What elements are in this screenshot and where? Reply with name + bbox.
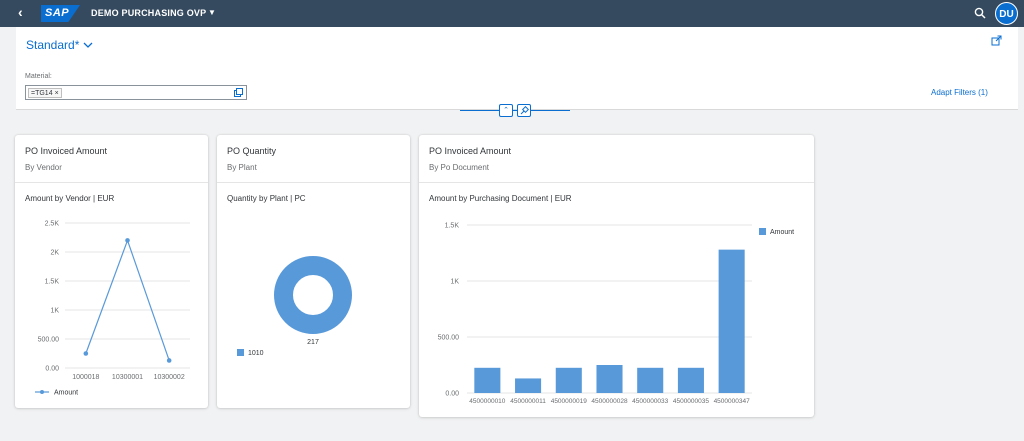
card-invoiced-by-po-document[interactable]: PO Invoiced Amount By Po Document Amount…: [419, 135, 814, 417]
x-tick-label: 4500000035: [673, 398, 710, 405]
material-token-text: =TG14: [31, 90, 53, 97]
user-avatar[interactable]: DU: [995, 2, 1018, 25]
chart-title: Amount by Vendor | EUR: [25, 194, 115, 203]
x-tick-label: 4500000033: [632, 398, 669, 405]
collapse-header-button[interactable]: ⌃: [499, 104, 513, 117]
caret-down-icon[interactable]: ▼: [208, 8, 216, 17]
material-label: Material:: [25, 73, 52, 80]
x-tick-label: 1000018: [72, 374, 99, 381]
material-input[interactable]: =TG14 ×: [25, 85, 247, 100]
y-tick-label: 1K: [50, 308, 59, 315]
x-tick-label: 4500000019: [551, 398, 588, 405]
card-subtitle: By Po Document: [429, 163, 490, 172]
legend-swatch: [237, 349, 244, 356]
x-tick-label: 10300002: [154, 374, 185, 381]
bar-4500000028: [596, 365, 623, 393]
y-tick-label: 500.00: [38, 337, 60, 344]
card-divider: [419, 182, 814, 183]
donut-slice: [274, 256, 352, 334]
card-title: PO Invoiced Amount: [25, 146, 108, 156]
bar-4500000019: [555, 367, 582, 393]
back-icon[interactable]: ‹: [18, 4, 23, 20]
legend-point-marker: [40, 390, 44, 394]
bar-4500000347: [718, 249, 745, 393]
y-tick-label: 500.00: [438, 335, 460, 342]
shell-bar: ‹ SAP DEMO PURCHASING OVP ▼ DU: [0, 0, 1024, 27]
y-tick-label: 1.5K: [45, 279, 60, 286]
card-invoiced-by-vendor[interactable]: PO Invoiced Amount By Vendor Amount by V…: [15, 135, 208, 408]
x-tick-label: 4500000011: [510, 398, 546, 405]
card-title: PO Quantity: [227, 146, 277, 156]
chevron-down-icon[interactable]: [82, 39, 94, 51]
series-line-amount: [85, 238, 170, 361]
y-tick-label: 1K: [450, 279, 459, 286]
card-po-quantity[interactable]: PO Quantity By Plant Quantity by Plant |…: [217, 135, 410, 408]
y-tick-label: 1.5K: [445, 223, 460, 230]
card-divider: [217, 182, 410, 183]
data-point: [83, 351, 89, 356]
donut-chart: 217 1010: [237, 256, 352, 357]
bar-chart: 0.00 500.00 1K 1.5K 4500000010 4500000011 4500…: [438, 223, 795, 406]
filter-bar: Standard* Material: =TG14 × Adapt Filters…: [16, 27, 1018, 110]
variant-name[interactable]: Standard*: [26, 38, 80, 52]
pin-icon: [520, 105, 530, 115]
pin-header-button[interactable]: [517, 104, 531, 117]
share-icon[interactable]: [991, 35, 1002, 46]
token-remove-icon[interactable]: ×: [54, 90, 59, 97]
y-tick-label: 0.00: [445, 391, 459, 398]
bar-4500000010: [474, 367, 501, 393]
y-tick-label: 0.00: [45, 366, 59, 373]
bar-4500000033: [637, 367, 664, 393]
line-chart: 0.00 500.00 1K 1.5K 2K 2.5K 1000018 10300001 103…: [35, 221, 190, 397]
x-tick-label: 4500000010: [469, 398, 506, 405]
card-subtitle: By Plant: [227, 163, 257, 172]
card-subtitle: By Vendor: [25, 163, 62, 172]
data-label: 217: [307, 339, 319, 346]
adapt-filters-link[interactable]: Adapt Filters (1): [931, 88, 988, 97]
y-tick-label: 2K: [50, 250, 59, 257]
legend-swatch: [759, 228, 766, 235]
bar-4500000035: [677, 367, 704, 393]
card-title: PO Invoiced Amount: [429, 146, 512, 156]
x-tick-label: 10300001: [112, 374, 143, 381]
material-token[interactable]: =TG14 ×: [28, 88, 62, 98]
data-point: [125, 238, 130, 243]
x-tick-label: 4500000028: [591, 398, 628, 405]
chart-title: Amount by Purchasing Document | EUR: [429, 194, 572, 203]
app-title[interactable]: DEMO PURCHASING OVP: [91, 8, 207, 18]
legend-label: 1010: [248, 350, 264, 357]
chart-title: Quantity by Plant | PC: [227, 194, 306, 203]
divider: [460, 110, 570, 111]
y-tick-label: 2.5K: [45, 221, 60, 228]
search-icon[interactable]: [974, 7, 986, 19]
sap-logo[interactable]: SAP: [41, 5, 80, 22]
x-tick-label: 4500000347: [714, 398, 751, 405]
legend-label: Amount: [770, 229, 794, 236]
bar-4500000011: [515, 378, 542, 393]
card-divider: [15, 182, 208, 183]
data-point: [166, 358, 172, 363]
legend-label: Amount: [54, 390, 78, 397]
value-help-icon[interactable]: [234, 88, 243, 97]
